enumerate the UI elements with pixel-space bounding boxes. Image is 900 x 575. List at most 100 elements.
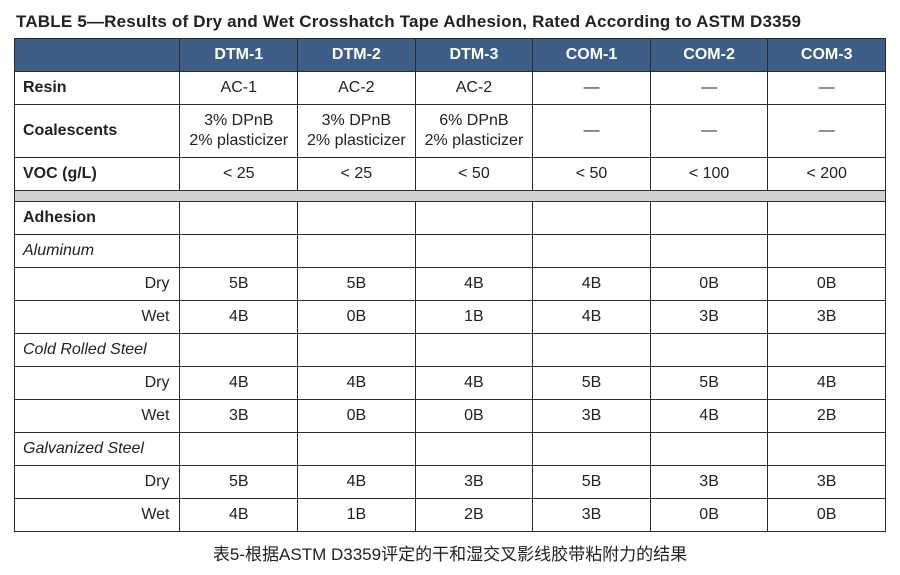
cell: 4B	[415, 268, 533, 301]
col-header: DTM-2	[298, 39, 416, 72]
voc-row: VOC (g/L) < 25 < 25 < 50 < 50 < 100 < 20…	[15, 158, 886, 191]
cell: AC-1	[180, 72, 298, 105]
cell: < 50	[415, 158, 533, 191]
cell: < 50	[533, 158, 651, 191]
cell	[768, 235, 886, 268]
cell: 2B	[415, 499, 533, 532]
cell	[415, 334, 533, 367]
cell: 1B	[415, 301, 533, 334]
cell: 4B	[298, 367, 416, 400]
cell: 5B	[650, 367, 768, 400]
cell: 4B	[180, 499, 298, 532]
cell	[768, 433, 886, 466]
cell: —	[533, 105, 651, 158]
cell: < 25	[180, 158, 298, 191]
col-header: COM-1	[533, 39, 651, 72]
cell	[298, 334, 416, 367]
col-header: DTM-1	[180, 39, 298, 72]
cell: 4B	[180, 301, 298, 334]
cell	[298, 235, 416, 268]
substrate-row: Galvanized Steel	[15, 433, 886, 466]
cell: —	[533, 72, 651, 105]
cell	[650, 235, 768, 268]
section-label: Adhesion	[15, 202, 180, 235]
cell	[533, 202, 651, 235]
cell: 5B	[180, 268, 298, 301]
cell: 3B	[415, 466, 533, 499]
condition-label: Wet	[15, 499, 180, 532]
cell: —	[768, 105, 886, 158]
cell: 3B	[533, 400, 651, 433]
cell: 3B	[768, 301, 886, 334]
cell: 3B	[180, 400, 298, 433]
substrate-label: Cold Rolled Steel	[15, 334, 180, 367]
cell: 0B	[298, 301, 416, 334]
cell: 6% DPnB2% plasticizer	[415, 105, 533, 158]
col-header: COM-3	[768, 39, 886, 72]
cell: 4B	[533, 301, 651, 334]
substrate-row: Aluminum	[15, 235, 886, 268]
cell: 3B	[650, 466, 768, 499]
cell: AC-2	[415, 72, 533, 105]
cell: 0B	[650, 268, 768, 301]
cell	[533, 433, 651, 466]
cell: 0B	[768, 499, 886, 532]
cell: 4B	[533, 268, 651, 301]
cell: 4B	[650, 400, 768, 433]
condition-label: Dry	[15, 268, 180, 301]
adhesion-table: DTM-1 DTM-2 DTM-3 COM-1 COM-2 COM-3 Resi…	[14, 38, 886, 532]
substrate-label: Galvanized Steel	[15, 433, 180, 466]
cell: < 200	[768, 158, 886, 191]
wet-row: Wet 4B 1B 2B 3B 0B 0B	[15, 499, 886, 532]
cell	[180, 334, 298, 367]
cell	[415, 433, 533, 466]
cell	[180, 202, 298, 235]
row-label: Resin	[15, 72, 180, 105]
cell: 3B	[533, 499, 651, 532]
cell	[650, 433, 768, 466]
cell	[768, 202, 886, 235]
header-row: DTM-1 DTM-2 DTM-3 COM-1 COM-2 COM-3	[15, 39, 886, 72]
cell	[415, 235, 533, 268]
table-caption: 表5-根据ASTM D3359评定的干和湿交叉影线胶带粘附力的结果	[14, 540, 886, 565]
cell	[533, 334, 651, 367]
cell	[180, 235, 298, 268]
resin-row: Resin AC-1 AC-2 AC-2 — — —	[15, 72, 886, 105]
cell	[298, 433, 416, 466]
cell: 5B	[180, 466, 298, 499]
cell	[768, 334, 886, 367]
cell: 1B	[298, 499, 416, 532]
cell: 3% DPnB2% plasticizer	[180, 105, 298, 158]
cell	[415, 202, 533, 235]
adhesion-header-row: Adhesion	[15, 202, 886, 235]
wet-row: Wet 4B 0B 1B 4B 3B 3B	[15, 301, 886, 334]
cell	[650, 334, 768, 367]
cell: 4B	[298, 466, 416, 499]
coalescents-row: Coalescents 3% DPnB2% plasticizer 3% DPn…	[15, 105, 886, 158]
cell: —	[650, 105, 768, 158]
cell	[298, 202, 416, 235]
cell: 3% DPnB2% plasticizer	[298, 105, 416, 158]
cell: 0B	[415, 400, 533, 433]
row-label: Coalescents	[15, 105, 180, 158]
cell: 3B	[650, 301, 768, 334]
spacer-row	[15, 191, 886, 202]
cell: —	[768, 72, 886, 105]
cell: 2B	[768, 400, 886, 433]
col-header: DTM-3	[415, 39, 533, 72]
cell: 4B	[180, 367, 298, 400]
row-label: VOC (g/L)	[15, 158, 180, 191]
condition-label: Dry	[15, 466, 180, 499]
condition-label: Wet	[15, 400, 180, 433]
cell	[650, 202, 768, 235]
dry-row: Dry 5B 4B 3B 5B 3B 3B	[15, 466, 886, 499]
cell: 3B	[768, 466, 886, 499]
cell	[533, 235, 651, 268]
cell: 5B	[533, 466, 651, 499]
dry-row: Dry 4B 4B 4B 5B 5B 4B	[15, 367, 886, 400]
col-header: COM-2	[650, 39, 768, 72]
substrate-label: Aluminum	[15, 235, 180, 268]
table-container: TABLE 5—Results of Dry and Wet Crosshatc…	[0, 0, 900, 575]
cell	[180, 433, 298, 466]
wet-row: Wet 3B 0B 0B 3B 4B 2B	[15, 400, 886, 433]
